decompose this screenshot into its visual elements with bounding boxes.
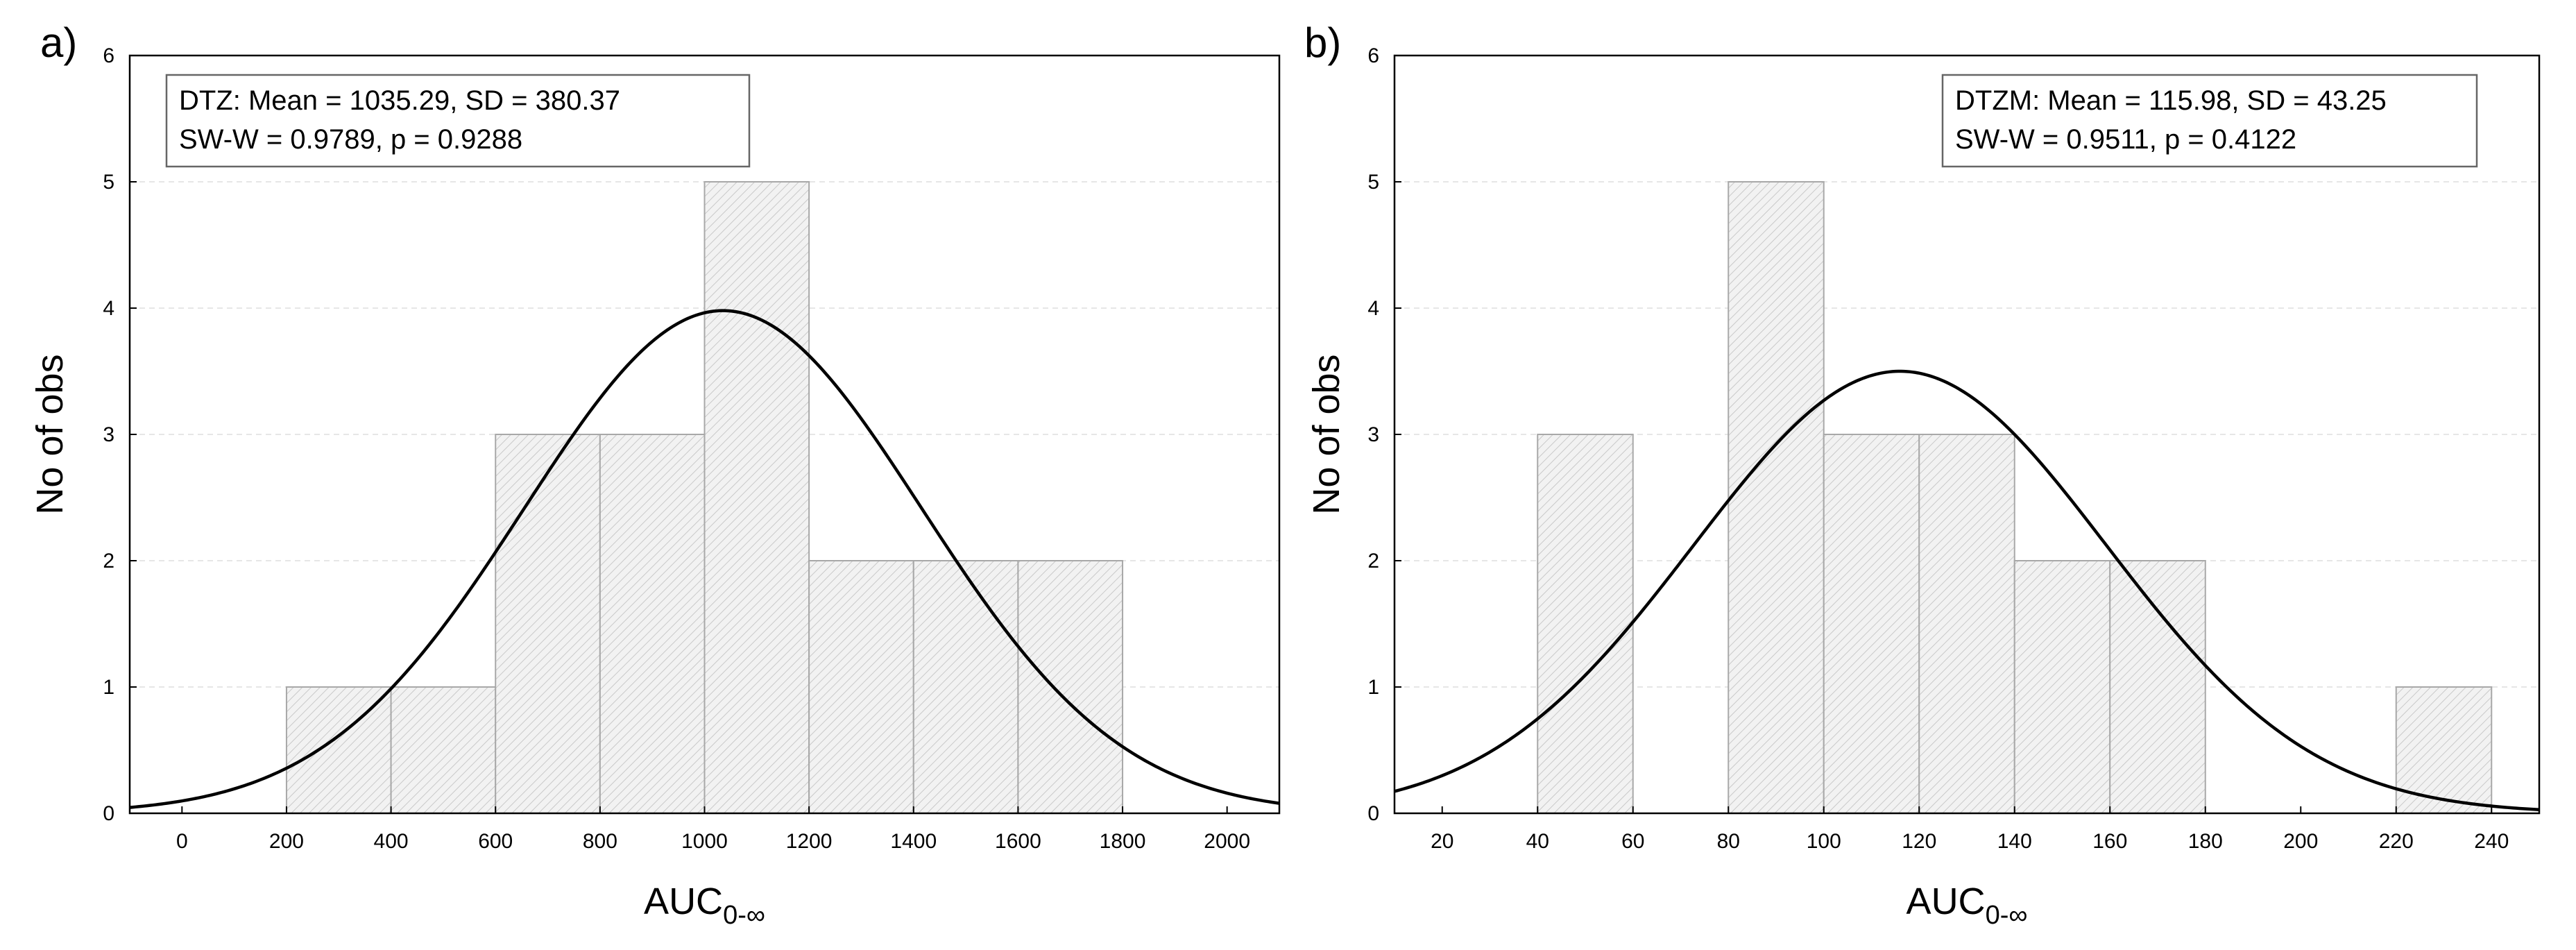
x-tick-label: 220	[2379, 830, 2414, 853]
y-tick-label: 5	[1367, 171, 1379, 194]
y-tick-label: 6	[1367, 44, 1379, 67]
histogram-bar	[912, 560, 1019, 814]
x-tick-label: 400	[374, 830, 409, 853]
legend-box	[165, 74, 751, 168]
y-tick-label: 1	[1367, 676, 1379, 699]
chart-panel-a: a) 0 1 2 3 4 5 6 0 200 400 600 800 1000 1200 1400 1600 18…	[29, 19, 1281, 930]
panel-label: a)	[40, 19, 77, 66]
x-tick-label: 200	[269, 830, 304, 853]
histogram-bar	[599, 434, 706, 814]
y-tick-label: 0	[1367, 802, 1379, 825]
x-axis-label-main: AUC	[644, 881, 723, 922]
x-tick-label: 160	[2092, 830, 2127, 853]
x-tick-label: 1800	[1100, 830, 1146, 853]
x-tick-label: 2000	[1204, 830, 1250, 853]
y-tick-label: 2	[1367, 550, 1379, 572]
histogram-bar	[703, 181, 810, 814]
y-tick-label: 4	[1367, 297, 1379, 320]
histogram-bar	[390, 686, 497, 814]
x-tick-label: 1000	[681, 830, 728, 853]
y-tick-label: 0	[103, 802, 114, 825]
chart-panel-b: b) 0 1 2 3 4 5 6 20 40 60 80 100 120 140 160 180 200 220 24…	[1304, 19, 2541, 930]
histogram-bar	[495, 434, 601, 814]
legend-text: SW-W = 0.9511, p = 0.4122	[1955, 124, 2296, 155]
x-tick-label: 80	[1717, 830, 1740, 853]
x-tick-label: 100	[1807, 830, 1841, 853]
x-tick-label: 20	[1431, 830, 1453, 853]
x-tick-label: 1400	[890, 830, 937, 853]
y-tick-label: 4	[103, 297, 114, 320]
x-tick-label: 800	[583, 830, 617, 853]
y-tick-label: 1	[103, 676, 114, 699]
x-tick-label: 60	[1621, 830, 1644, 853]
y-axis-label: No of obs	[29, 354, 71, 514]
x-tick-label: 180	[2188, 830, 2223, 853]
histogram-bar	[808, 560, 914, 814]
normal-curve	[129, 309, 1280, 809]
histogram-bar	[1918, 434, 2015, 814]
x-tick-label: 1600	[995, 830, 1041, 853]
legend-box	[1941, 74, 2478, 168]
x-axis-label-main: AUC	[1907, 881, 1986, 922]
normal-curve	[1394, 369, 2540, 812]
legend-text: DTZM: Mean = 115.98, SD = 43.25	[1955, 85, 2387, 116]
x-axis-label-subscript: 0-∞	[723, 901, 765, 930]
histogram-bar	[1017, 560, 1124, 814]
y-tick-label: 5	[103, 171, 114, 194]
x-tick-label: 600	[478, 830, 513, 853]
x-tick-label: 0	[176, 830, 188, 853]
x-tick-label: 240	[2474, 830, 2509, 853]
x-tick-label: 200	[2283, 830, 2318, 853]
histogram-bar	[2395, 686, 2493, 814]
histogram-bar	[1823, 434, 1920, 814]
histogram-bar	[2109, 560, 2206, 814]
x-axis-label-subscript: 0-∞	[1986, 901, 2028, 930]
y-tick-label: 6	[103, 44, 114, 67]
x-tick-label: 1200	[786, 830, 833, 853]
x-tick-label: 120	[1902, 830, 1936, 853]
x-axis-label: AUC0-∞	[644, 881, 765, 930]
legend-text: SW-W = 0.9789, p = 0.9288	[179, 124, 522, 155]
y-tick-label: 3	[1367, 423, 1379, 446]
panel-label: b)	[1304, 19, 1341, 66]
y-axis-label: No of obs	[1306, 354, 1347, 514]
x-tick-label: 140	[1997, 830, 2032, 853]
histogram-bar	[1537, 434, 1634, 814]
y-tick-label: 3	[103, 423, 114, 446]
x-axis-label: AUC0-∞	[1907, 881, 2028, 930]
x-tick-label: 40	[1526, 830, 1549, 853]
y-tick-label: 2	[103, 550, 114, 572]
legend-text: DTZ: Mean = 1035.29, SD = 380.37	[179, 85, 620, 116]
histogram-bar	[2013, 560, 2111, 814]
histogram-bar	[1728, 181, 1825, 814]
